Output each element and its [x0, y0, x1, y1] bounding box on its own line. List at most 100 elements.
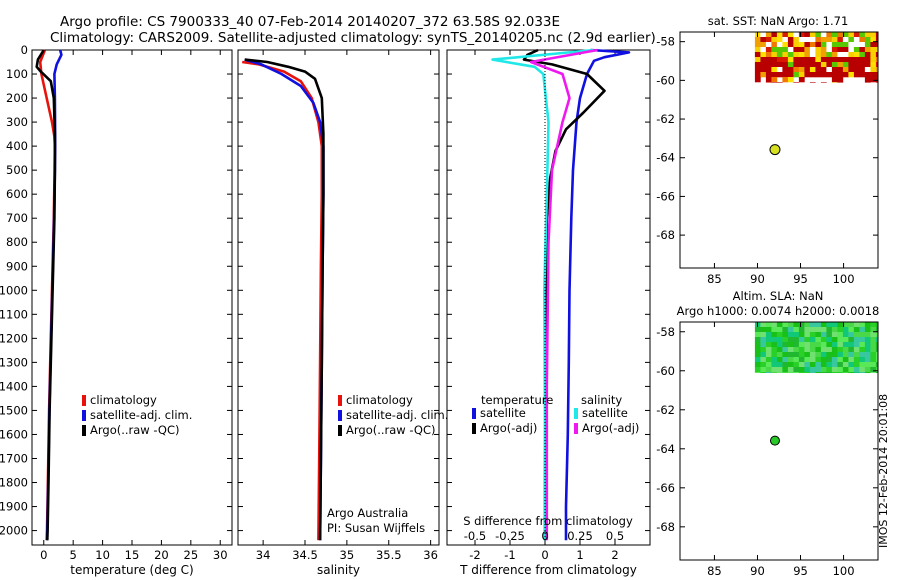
map-cell: [831, 32, 838, 38]
map-cell: [771, 337, 778, 343]
map-cell: [809, 62, 816, 68]
map-cell: [842, 32, 849, 38]
map-cell: [842, 57, 849, 63]
map-cell: [820, 57, 827, 63]
map-cell: [870, 42, 877, 48]
series-line: [242, 60, 324, 541]
map-cell: [798, 362, 805, 368]
map-cell: [875, 357, 879, 363]
y-tick-label: 2000: [0, 524, 28, 538]
x-axis-label: salinity: [317, 563, 360, 577]
map-cell: [853, 32, 860, 38]
float-position-marker: [769, 144, 781, 156]
map-cell: [837, 62, 844, 68]
map-cell: [804, 337, 811, 343]
map-cell: [848, 357, 855, 363]
map-cell: [776, 347, 783, 353]
map-cell: [837, 357, 844, 363]
map-cell: [864, 372, 871, 374]
map-cell: [848, 332, 855, 338]
map-cell: [875, 67, 879, 73]
map-cell: [765, 352, 772, 358]
map-cell: [782, 62, 789, 68]
map-cell: [798, 347, 805, 353]
map-cell: [826, 67, 833, 73]
map-cell: [820, 372, 827, 374]
salinity-profile-panel: 34 34.5 35 35.5 36 salinity climatologysatelli…: [237, 49, 448, 577]
map-cell: [771, 332, 778, 338]
y-tick-label: 1700: [0, 451, 28, 465]
map-cell: [842, 332, 849, 338]
map-cell: [870, 32, 877, 38]
map-cell: [870, 357, 877, 363]
map-cell: [809, 52, 816, 58]
y-tick-label: 1300: [0, 355, 28, 369]
map-cell: [776, 332, 783, 338]
map-frame: [679, 31, 879, 269]
map-cell: [875, 42, 879, 48]
map-cell: [754, 372, 761, 374]
map-cell: [754, 47, 761, 53]
map-cell: [815, 37, 822, 43]
map-cell: [793, 42, 800, 48]
map-cell: [754, 337, 761, 343]
map-cell: [793, 32, 800, 38]
map-cell: [820, 52, 827, 58]
map-cell: [837, 32, 844, 38]
map-cell: [754, 327, 761, 333]
map-cell: [804, 362, 811, 368]
map-cell: [842, 67, 849, 73]
x-tick-label: 95: [793, 272, 808, 286]
map-cell: [875, 327, 879, 333]
x-tick-label: 30: [213, 548, 228, 562]
map-cell: [765, 32, 772, 38]
map-cell: [809, 337, 816, 343]
map-cell: [837, 37, 844, 43]
map-cell: [820, 42, 827, 48]
map-cell: [853, 52, 860, 58]
map-cell: [820, 332, 827, 338]
map-cell: [798, 62, 805, 68]
x-tick-label: 10: [95, 548, 110, 562]
map-cell: [837, 342, 844, 348]
map-cell: [853, 322, 860, 328]
map-cell: [853, 332, 860, 338]
map-cell: [842, 42, 849, 48]
map-cell: [765, 37, 772, 43]
map-cell: [776, 322, 783, 328]
map-cell: [820, 362, 827, 368]
map-cell: [787, 332, 794, 338]
map-cell: [859, 52, 866, 58]
map-cell: [837, 67, 844, 73]
map-cell: [870, 332, 877, 338]
map-cell: [793, 72, 800, 78]
map-cell: [782, 72, 789, 78]
map-cell: [771, 37, 778, 43]
map-cell: [798, 327, 805, 333]
x-tick-label: 25: [184, 548, 199, 562]
map-cell: [842, 72, 849, 78]
map-cell: [853, 347, 860, 353]
map-cell: [875, 342, 879, 348]
map-cell: [820, 337, 827, 343]
x-tick-label: 0: [541, 548, 548, 562]
map-cell: [771, 327, 778, 333]
map-cell: [859, 327, 866, 333]
map-cell: [760, 337, 767, 343]
map-cell: [754, 347, 761, 353]
map-cell: [793, 327, 800, 333]
map-cell: [765, 347, 772, 353]
map-cell: [765, 77, 772, 83]
map-cell: [853, 42, 860, 48]
legend-title: temperature: [481, 393, 553, 407]
y-tick-label: -68: [656, 228, 675, 242]
map-cell: [782, 322, 789, 328]
map-cell: [831, 362, 838, 368]
map-cell: [804, 322, 811, 328]
map-cell: [793, 347, 800, 353]
map-cell: [826, 47, 833, 53]
map-cell: [776, 62, 783, 68]
map-cell: [864, 327, 871, 333]
map-cell: [831, 77, 838, 83]
map-cell: [831, 352, 838, 358]
